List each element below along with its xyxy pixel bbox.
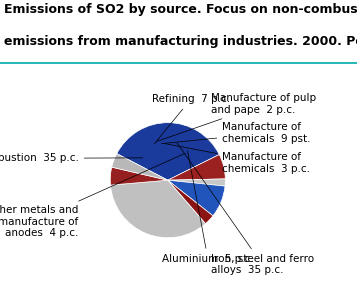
Wedge shape [117, 123, 219, 180]
Wedge shape [110, 167, 168, 185]
Text: Aluminium  5 p.c.: Aluminium 5 p.c. [162, 151, 254, 264]
Text: Other metals and
manufacture of
anodes  4 p.c.: Other metals and manufacture of anodes 4… [0, 153, 185, 238]
Wedge shape [112, 154, 168, 180]
Text: Refining  7 p.c.: Refining 7 p.c. [152, 94, 230, 144]
Text: Iron, steel and ferro
alloys  35 p.c.: Iron, steel and ferro alloys 35 p.c. [177, 143, 314, 275]
Wedge shape [168, 154, 225, 180]
Text: emissions from manufacturing industries. 2000. Per cent: emissions from manufacturing industries.… [4, 35, 357, 48]
Wedge shape [110, 180, 205, 238]
Wedge shape [168, 180, 213, 224]
Text: Emissions of SO2 by source. Focus on non-combustion: Emissions of SO2 by source. Focus on non… [4, 3, 357, 16]
Text: Manufacture of pulp
and pape  2 p.c.: Manufacture of pulp and pape 2 p.c. [157, 93, 316, 141]
Text: Manufacture of
chemicals  9 pst.: Manufacture of chemicals 9 pst. [161, 122, 311, 144]
Text: Combustion  35 p.c.: Combustion 35 p.c. [0, 153, 143, 163]
Wedge shape [168, 180, 225, 216]
Text: Manufacture of
chemicals  3 p.c.: Manufacture of chemicals 3 p.c. [165, 144, 311, 174]
Wedge shape [168, 179, 225, 186]
